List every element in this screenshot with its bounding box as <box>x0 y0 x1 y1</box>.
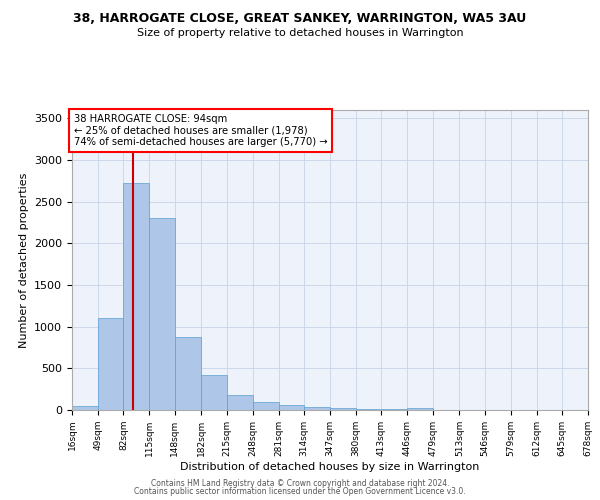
Bar <box>356 409 382 410</box>
Bar <box>227 394 253 410</box>
Text: 38, HARROGATE CLOSE, GREAT SANKEY, WARRINGTON, WA5 3AU: 38, HARROGATE CLOSE, GREAT SANKEY, WARRI… <box>73 12 527 26</box>
Text: Size of property relative to detached houses in Warrington: Size of property relative to detached ho… <box>137 28 463 38</box>
Text: Contains HM Land Registry data © Crown copyright and database right 2024.: Contains HM Land Registry data © Crown c… <box>151 478 449 488</box>
Bar <box>407 408 433 410</box>
Bar <box>253 402 278 410</box>
Text: Contains public sector information licensed under the Open Government Licence v3: Contains public sector information licen… <box>134 487 466 496</box>
Bar <box>98 318 124 410</box>
X-axis label: Distribution of detached houses by size in Warrington: Distribution of detached houses by size … <box>181 462 479 471</box>
Bar <box>330 408 356 410</box>
Bar <box>304 407 330 410</box>
Text: 38 HARROGATE CLOSE: 94sqm
← 25% of detached houses are smaller (1,978)
74% of se: 38 HARROGATE CLOSE: 94sqm ← 25% of detac… <box>74 114 327 148</box>
Bar <box>72 406 98 410</box>
Bar <box>382 409 407 410</box>
Y-axis label: Number of detached properties: Number of detached properties <box>19 172 29 348</box>
Bar <box>175 336 202 410</box>
Bar <box>124 184 149 410</box>
Bar <box>149 218 175 410</box>
Bar <box>202 375 227 410</box>
Bar <box>278 405 304 410</box>
